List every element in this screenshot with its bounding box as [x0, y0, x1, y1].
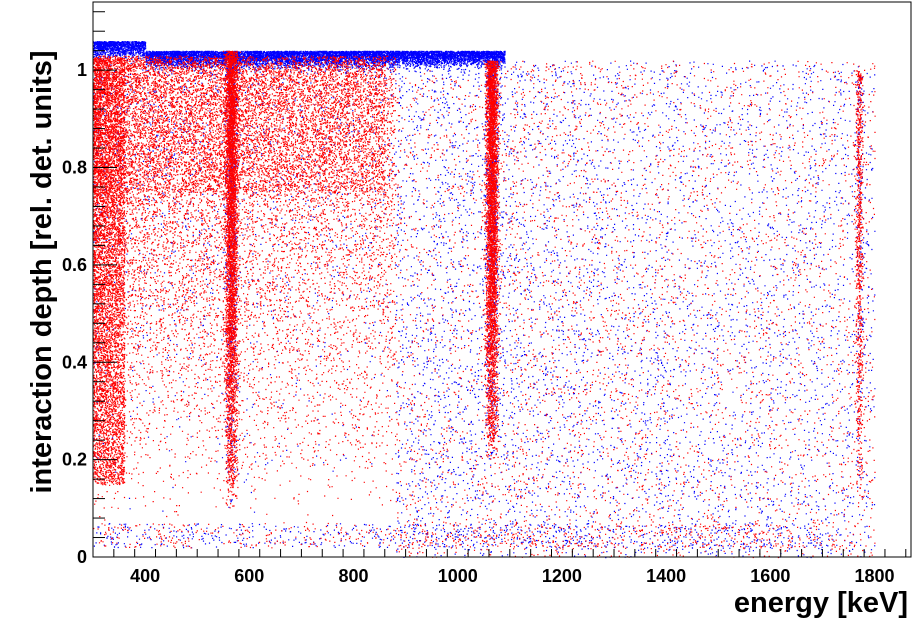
x-tick-label: 400 [130, 566, 160, 586]
y-tick-label: 0.2 [62, 450, 87, 470]
y-tick-labels: 0 0.2 0.4 0.6 0.8 1 [62, 60, 87, 567]
x-axis-label: energy [keV] [734, 587, 908, 619]
y-axis-label: interaction depth [rel. det. units] [26, 50, 58, 493]
x-tick-label: 1200 [542, 566, 582, 586]
y-tick-label: 0.4 [62, 352, 87, 372]
x-tick-label: 800 [338, 566, 368, 586]
y-tick-label: 0.8 [62, 158, 87, 178]
x-tick-label: 1400 [646, 566, 686, 586]
x-tick-label: 1600 [750, 566, 790, 586]
x-tick-labels: 400 600 800 1000 1200 1400 1600 1800 [130, 566, 894, 586]
axis-ticks [92, 11, 907, 558]
y-tick-label: 1 [77, 60, 87, 80]
x-tick-label: 1000 [438, 566, 478, 586]
y-tick-label: 0.6 [62, 255, 87, 275]
y-tick-label: 0 [77, 547, 87, 567]
x-tick-label: 1800 [855, 566, 895, 586]
x-tick-label: 600 [234, 566, 264, 586]
plot-frame [92, 1, 912, 558]
